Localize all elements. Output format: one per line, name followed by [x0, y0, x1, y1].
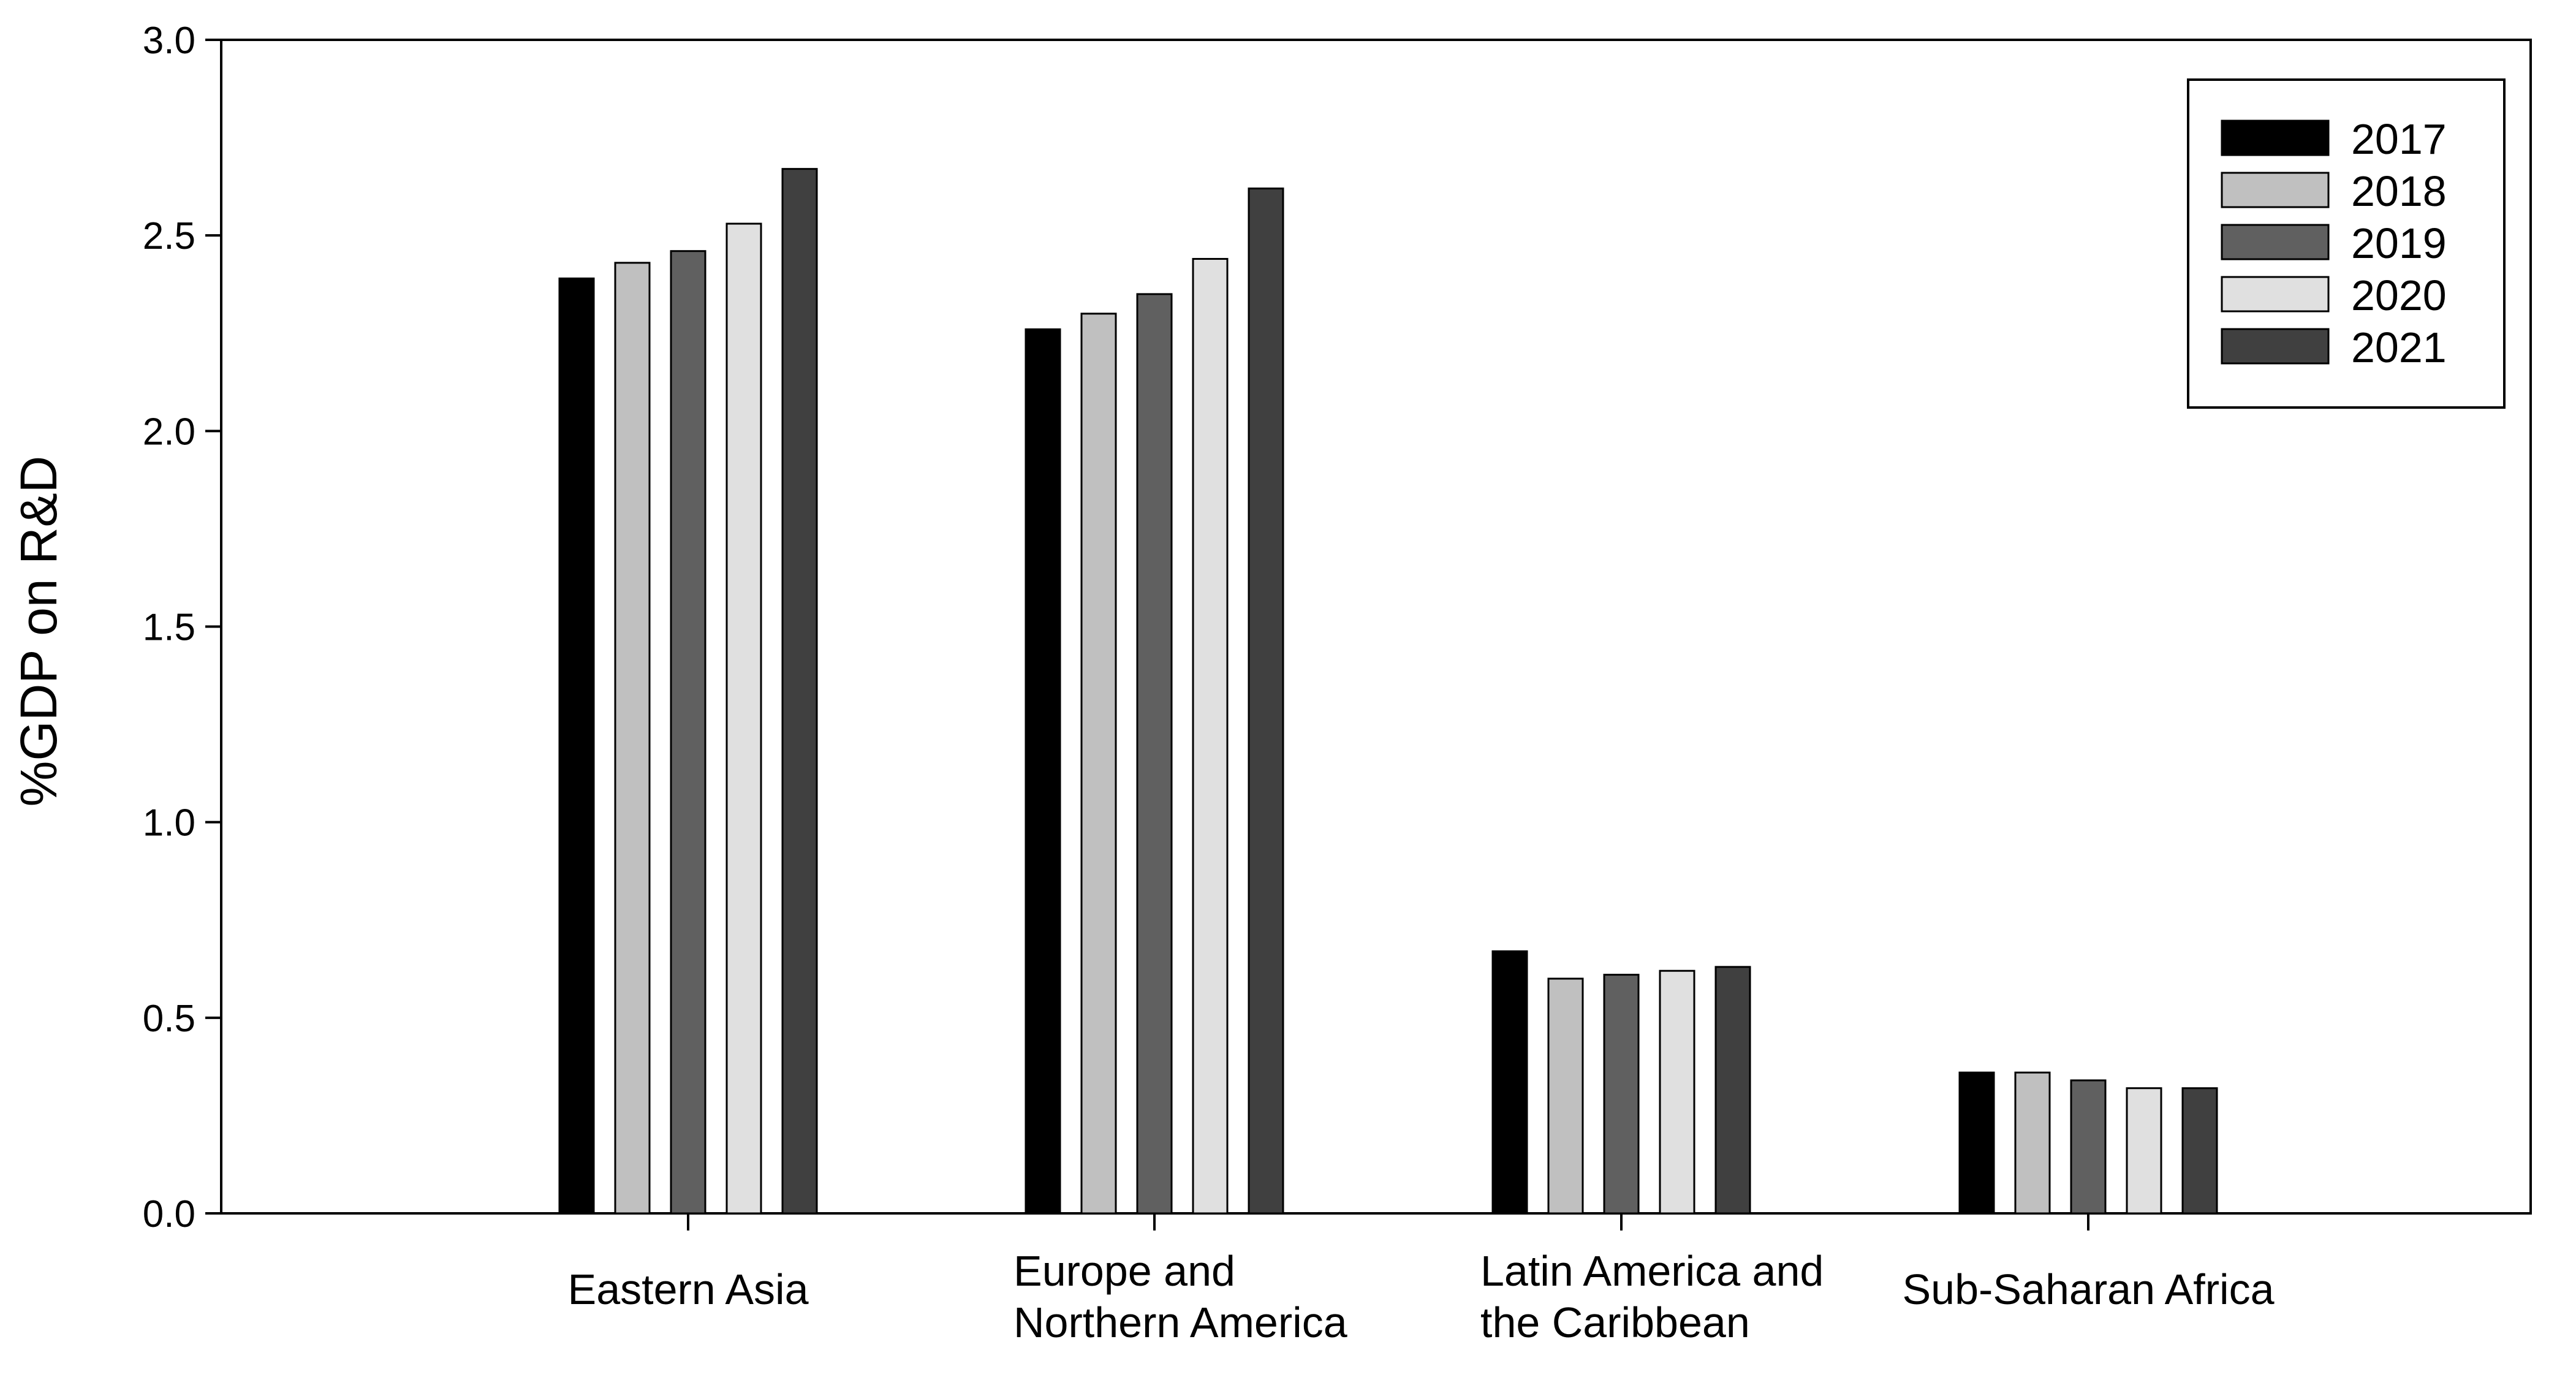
bar-2020-2	[1659, 969, 1695, 1215]
bar-2017-2	[1491, 950, 1528, 1215]
bar-2018-0	[614, 262, 651, 1215]
legend-swatch-2020	[2221, 276, 2330, 313]
legend-label: 2018	[2351, 167, 2447, 215]
y-tick-label: 1.5	[143, 607, 195, 649]
legend-swatch-2018	[2221, 172, 2330, 208]
x-category-label-line: the Caribbean	[1480, 1299, 1750, 1346]
bar-2019-0	[670, 250, 707, 1215]
legend-swatch-2021	[2221, 328, 2330, 365]
x-category-label-line: Europe and	[1013, 1247, 1235, 1295]
x-category-label: Latin America and the Caribbean	[1480, 1247, 1824, 1346]
y-tick-label: 2.0	[143, 411, 195, 453]
legend-swatch-2019	[2221, 224, 2330, 260]
x-category-label-line: Latin America and	[1480, 1247, 1824, 1295]
y-tick-label: 2.5	[143, 215, 195, 257]
legend-swatch-2017	[2221, 119, 2330, 156]
bar-2019-2	[1603, 974, 1640, 1215]
bar-2017-3	[1958, 1071, 1995, 1215]
y-axis-title: %GDP on R&D	[10, 456, 67, 807]
x-category-label: Europe and Northern America	[1013, 1247, 1347, 1346]
bar-2020-1	[1192, 257, 1229, 1215]
x-category-label-line: Eastern Asia	[568, 1265, 809, 1313]
bar-2020-0	[725, 222, 762, 1215]
bar-2019-1	[1136, 293, 1173, 1215]
chart-axes: 0.0 0.5 1.0 1.5 2.0 2.5 3.0 Eastern Asia Europe …	[143, 20, 2532, 1346]
bar-2019-3	[2070, 1079, 2107, 1215]
y-tick-label: 1.0	[143, 802, 195, 844]
x-category-label-line: Sub-Saharan Africa	[1902, 1265, 2274, 1313]
bar-2021-1	[1248, 188, 1284, 1215]
x-category-label-line: Northern America	[1013, 1299, 1347, 1346]
bar-2017-1	[1025, 328, 1061, 1215]
bar-2018-2	[1547, 977, 1584, 1215]
bar-2021-0	[781, 168, 818, 1215]
bar-2021-3	[2181, 1087, 2218, 1215]
chart-bars	[558, 168, 2218, 1215]
legend-label: 2019	[2351, 219, 2447, 267]
bar-2020-3	[2126, 1087, 2162, 1215]
y-tick-label: 0.0	[143, 1193, 195, 1235]
bar-2018-3	[2014, 1071, 2051, 1215]
y-tick-label: 3.0	[143, 20, 195, 62]
bar-2018-1	[1080, 313, 1117, 1215]
legend-label: 2021	[2351, 324, 2447, 371]
x-category-label: Sub-Saharan Africa	[1902, 1265, 2274, 1313]
legend-label: 2017	[2351, 115, 2447, 163]
x-category-label: Eastern Asia	[568, 1265, 809, 1313]
bar-2021-2	[1714, 966, 1751, 1215]
y-tick-label: 0.5	[143, 998, 195, 1040]
bar-2017-0	[558, 277, 595, 1215]
legend-label: 2020	[2351, 271, 2447, 319]
